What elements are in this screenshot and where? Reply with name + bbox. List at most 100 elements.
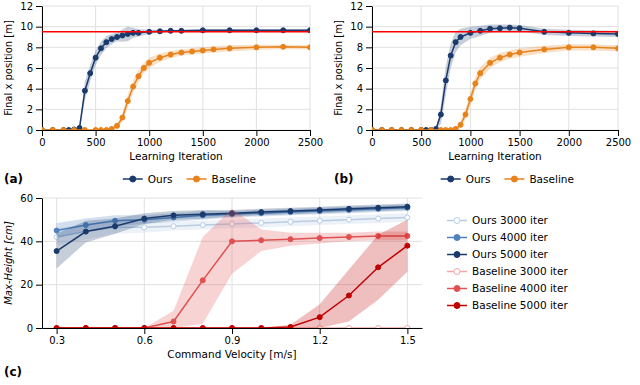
point bbox=[125, 99, 130, 104]
y-axis-title: Final x position [m] bbox=[333, 20, 344, 116]
y-tick-label: 10 bbox=[350, 21, 363, 32]
point bbox=[98, 128, 103, 131]
point bbox=[72, 128, 77, 131]
point bbox=[308, 45, 311, 50]
point bbox=[131, 84, 136, 89]
point bbox=[142, 225, 147, 230]
y-tick-label: 8 bbox=[357, 42, 363, 53]
x-tick-label: 2000 bbox=[557, 137, 582, 148]
point bbox=[591, 45, 596, 50]
point bbox=[54, 326, 59, 329]
point bbox=[142, 326, 147, 329]
x-tick-label: 2500 bbox=[298, 137, 323, 148]
point bbox=[171, 326, 176, 329]
point bbox=[346, 206, 351, 211]
x-tick-mark bbox=[310, 130, 311, 136]
point bbox=[230, 326, 235, 329]
x-tick-mark bbox=[144, 328, 145, 334]
y-tick-mark bbox=[36, 285, 42, 286]
x-tick: 0 bbox=[369, 130, 375, 148]
x-tick: 2000 bbox=[244, 130, 269, 148]
legend-item: Ours 3000 iter bbox=[447, 214, 549, 226]
band bbox=[372, 25, 618, 130]
point bbox=[288, 209, 293, 214]
point bbox=[405, 215, 410, 220]
y-tick: 12 bbox=[350, 1, 372, 12]
y-tick-label: 12 bbox=[350, 1, 363, 12]
point bbox=[288, 324, 293, 328]
x-tick-label: 1.2 bbox=[312, 335, 328, 346]
legend-label: Baseline bbox=[211, 173, 256, 185]
point bbox=[88, 71, 93, 76]
point bbox=[61, 128, 66, 131]
y-grid-line bbox=[42, 88, 310, 89]
point bbox=[82, 128, 87, 131]
legend-marker bbox=[511, 176, 517, 182]
x-tick: 500 bbox=[412, 130, 431, 148]
point bbox=[142, 326, 147, 329]
panel-label: (c) bbox=[4, 365, 22, 379]
y-tick-mark bbox=[36, 47, 42, 48]
y-tick: 2 bbox=[357, 104, 372, 115]
y-tick-label: 6 bbox=[357, 63, 363, 74]
point bbox=[142, 216, 147, 221]
legend-item: Baseline 5000 iter bbox=[447, 299, 568, 311]
point bbox=[190, 49, 195, 54]
x-tick-label: 2000 bbox=[244, 137, 269, 148]
y-tick: 10 bbox=[20, 21, 42, 32]
band bbox=[42, 27, 310, 130]
point bbox=[142, 326, 147, 329]
point bbox=[113, 224, 118, 229]
point bbox=[507, 52, 512, 57]
y-tick-mark bbox=[366, 27, 372, 28]
point bbox=[376, 326, 381, 329]
y-tick: 0 bbox=[357, 125, 372, 136]
point bbox=[346, 326, 351, 329]
point bbox=[443, 128, 448, 131]
point bbox=[120, 33, 125, 38]
point bbox=[50, 128, 55, 131]
point bbox=[317, 236, 322, 241]
y-tick-mark bbox=[36, 89, 42, 90]
panel-label: (b) bbox=[334, 172, 354, 186]
legend-label: Ours bbox=[148, 173, 173, 185]
point bbox=[542, 47, 547, 52]
legend-marker bbox=[454, 303, 460, 309]
x-tick-label: 1000 bbox=[137, 137, 162, 148]
y-tick-mark bbox=[36, 68, 42, 69]
y-axis-line bbox=[42, 7, 43, 131]
point bbox=[200, 278, 205, 283]
x-tick-label: 0.9 bbox=[225, 335, 241, 346]
x-tick-label: 500 bbox=[412, 137, 431, 148]
legend-label: Baseline 4000 iter bbox=[472, 282, 568, 294]
point bbox=[83, 229, 88, 234]
y-grid-line bbox=[42, 26, 310, 27]
point bbox=[453, 126, 458, 130]
point bbox=[346, 217, 351, 222]
legend-marker bbox=[454, 218, 460, 224]
point bbox=[409, 128, 414, 131]
point bbox=[376, 216, 381, 221]
y-grid-line bbox=[42, 6, 310, 7]
y-grid-line bbox=[42, 198, 422, 199]
point bbox=[405, 204, 410, 209]
y-axis-line bbox=[372, 7, 373, 131]
point bbox=[83, 229, 88, 234]
y-tick-mark bbox=[36, 6, 42, 7]
panel: 05001000150020002500024681012Learning It… bbox=[3, 1, 323, 186]
y-axis: 024681012 bbox=[20, 1, 42, 136]
y-tick-label: 12 bbox=[20, 1, 33, 12]
y-tick-mark bbox=[366, 89, 372, 90]
point bbox=[83, 326, 88, 329]
y-tick: 4 bbox=[357, 83, 372, 94]
legend-marker bbox=[130, 176, 136, 182]
point bbox=[83, 326, 88, 329]
point bbox=[497, 55, 502, 60]
x-tick-mark bbox=[372, 130, 373, 136]
x-tick: 1500 bbox=[507, 130, 532, 148]
x-tick: 0.9 bbox=[225, 328, 241, 346]
x-axis: 05001000150020002500 bbox=[39, 130, 323, 148]
legend-label: Baseline bbox=[529, 173, 574, 185]
point bbox=[171, 319, 176, 324]
point bbox=[227, 46, 232, 51]
